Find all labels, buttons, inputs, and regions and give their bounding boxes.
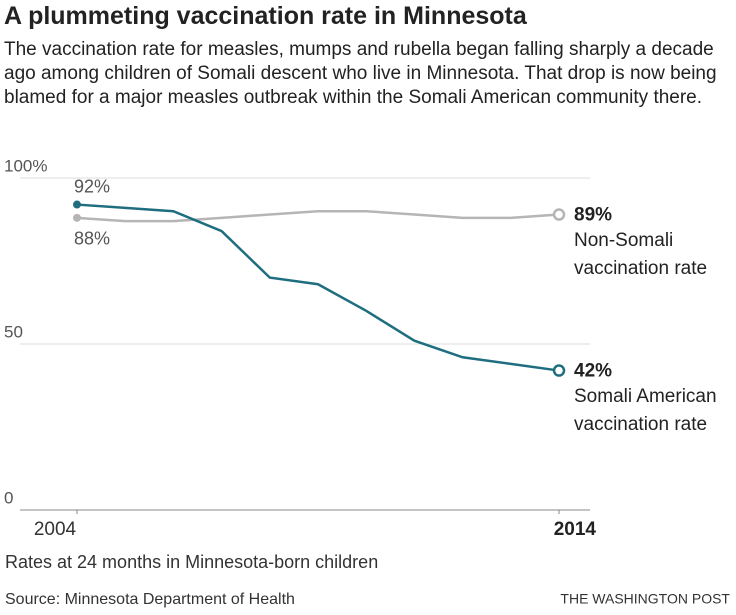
value-label: 92%	[74, 176, 110, 196]
series-line	[76, 209, 560, 223]
value-label: 88%	[74, 229, 110, 249]
end-marker	[552, 364, 566, 377]
x-tick-label: 2004	[34, 519, 77, 540]
source: Source: Minnesota Department of Health	[5, 591, 295, 608]
series-label: Somali American vaccination rate	[574, 385, 717, 435]
title: A plummeting vaccination rate in Minneso…	[4, 2, 527, 30]
series-line	[76, 203, 560, 372]
y-tick-label: 50	[4, 322, 23, 341]
y-tick-label: 100%	[4, 156, 47, 175]
value-label: 42%	[574, 361, 612, 382]
y-tick-label: 0	[4, 488, 13, 507]
start-marker	[73, 200, 81, 209]
note: Rates at 24 months in Minnesota-born chi…	[5, 552, 378, 572]
credit: THE WASHINGTON POST	[560, 591, 730, 607]
start-marker	[73, 213, 81, 222]
series-label: Non-Somali vaccination rate	[574, 229, 708, 279]
x-tick-label: 2014	[554, 519, 597, 540]
subtitle: The vaccination rate for measles, mumps …	[4, 39, 717, 108]
value-label: 89%	[574, 205, 612, 226]
end-marker	[552, 208, 566, 221]
